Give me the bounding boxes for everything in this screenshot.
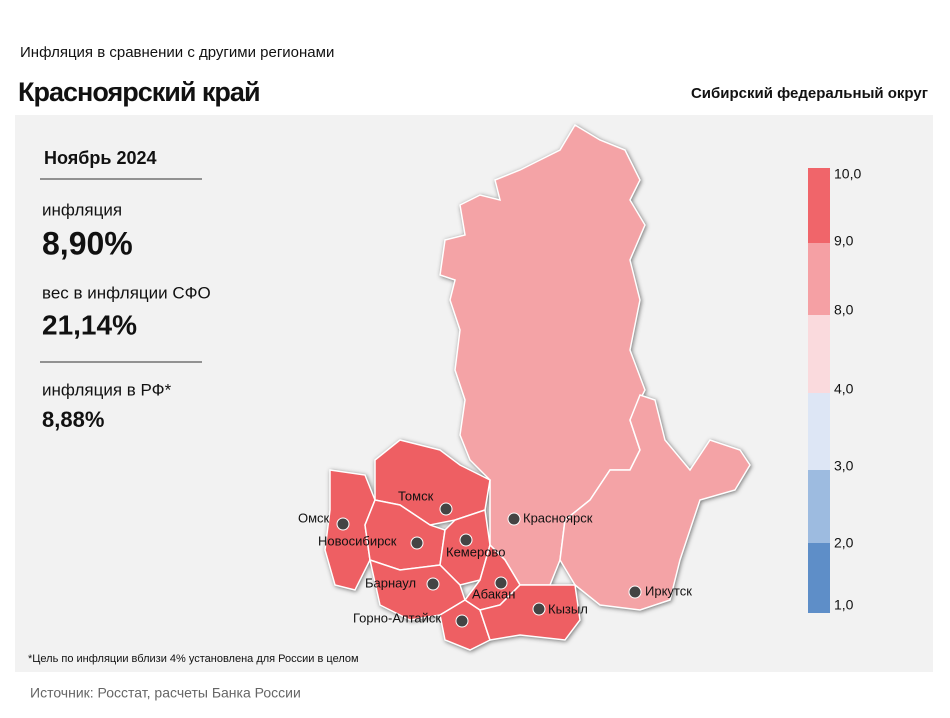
legend-band: [808, 168, 830, 243]
legend-band: [808, 543, 830, 613]
city: Омск: [298, 510, 350, 531]
omsk-region: [324, 469, 376, 591]
legend-band: [808, 470, 830, 543]
legend: 10,0 9,0 8,0 4,0 3,0 2,0 1,0: [808, 166, 861, 613]
city-label: Кемерово: [446, 544, 505, 559]
city: Кемерово: [446, 533, 505, 559]
city-label: Омск: [298, 510, 330, 525]
legend-label: 2,0: [834, 535, 854, 551]
legend-label: 10,0: [834, 166, 861, 182]
tuva: [479, 584, 581, 641]
district: Сибирский федеральный округ: [691, 85, 928, 102]
weight-value: 21,14%: [42, 309, 137, 340]
city-dot: [494, 576, 508, 590]
period: Ноябрь 2024: [44, 148, 156, 168]
map: [324, 123, 751, 651]
city-label: Новосибирск: [318, 533, 397, 548]
city: Красноярск: [507, 510, 593, 526]
city-dot: [439, 502, 453, 516]
weight-label: вес в инфляции СФО: [42, 283, 211, 302]
city: Абакан: [472, 576, 515, 601]
inflation-value: 8,90%: [42, 225, 133, 261]
city-dot: [455, 614, 469, 628]
rf-value: 8,88%: [42, 407, 104, 432]
legend-label: 8,0: [834, 302, 854, 318]
city-label: Горно-Алтайск: [353, 610, 441, 625]
city-dot: [410, 536, 424, 550]
subtitle: Инфляция в сравнении с другими регионами: [20, 44, 334, 61]
title: Красноярский край: [18, 77, 260, 107]
city: Новосибирск: [318, 533, 424, 550]
city: Барнаул: [365, 575, 440, 591]
inflation-label: инфляция: [42, 200, 122, 219]
city-label: Барнаул: [365, 575, 416, 590]
city: Томск: [398, 488, 453, 516]
city-dot: [459, 533, 473, 547]
legend-band: [808, 243, 830, 315]
rf-label: инфляция в РФ*: [42, 380, 172, 399]
city-label: Иркутск: [645, 583, 692, 598]
city-label: Красноярск: [523, 510, 593, 525]
city-dot: [532, 602, 546, 616]
legend-label: 3,0: [834, 458, 854, 474]
legend-label: 4,0: [834, 381, 854, 397]
legend-band: [808, 393, 830, 470]
city-dot: [628, 585, 642, 599]
legend-label: 9,0: [834, 233, 854, 249]
city-label: Кызыл: [548, 601, 588, 616]
footnote: *Цель по инфляции вблизи 4% установлена …: [28, 653, 359, 665]
cities: Томск Омск Новосибирск Кемерово Краснояр…: [298, 488, 692, 628]
legend-label: 1,0: [834, 597, 854, 613]
city: Кызыл: [532, 601, 588, 616]
city: Горно-Алтайск: [353, 610, 469, 628]
legend-band: [808, 315, 830, 393]
city-dot: [426, 577, 440, 591]
city-dot: [507, 512, 521, 526]
irkutsk-region: [559, 394, 751, 611]
city-label: Абакан: [472, 586, 515, 601]
source: Источник: Росстат, расчеты Банка России: [30, 685, 301, 701]
city-label: Томск: [398, 488, 434, 503]
city: Иркутск: [628, 583, 692, 599]
city-dot: [336, 517, 350, 531]
